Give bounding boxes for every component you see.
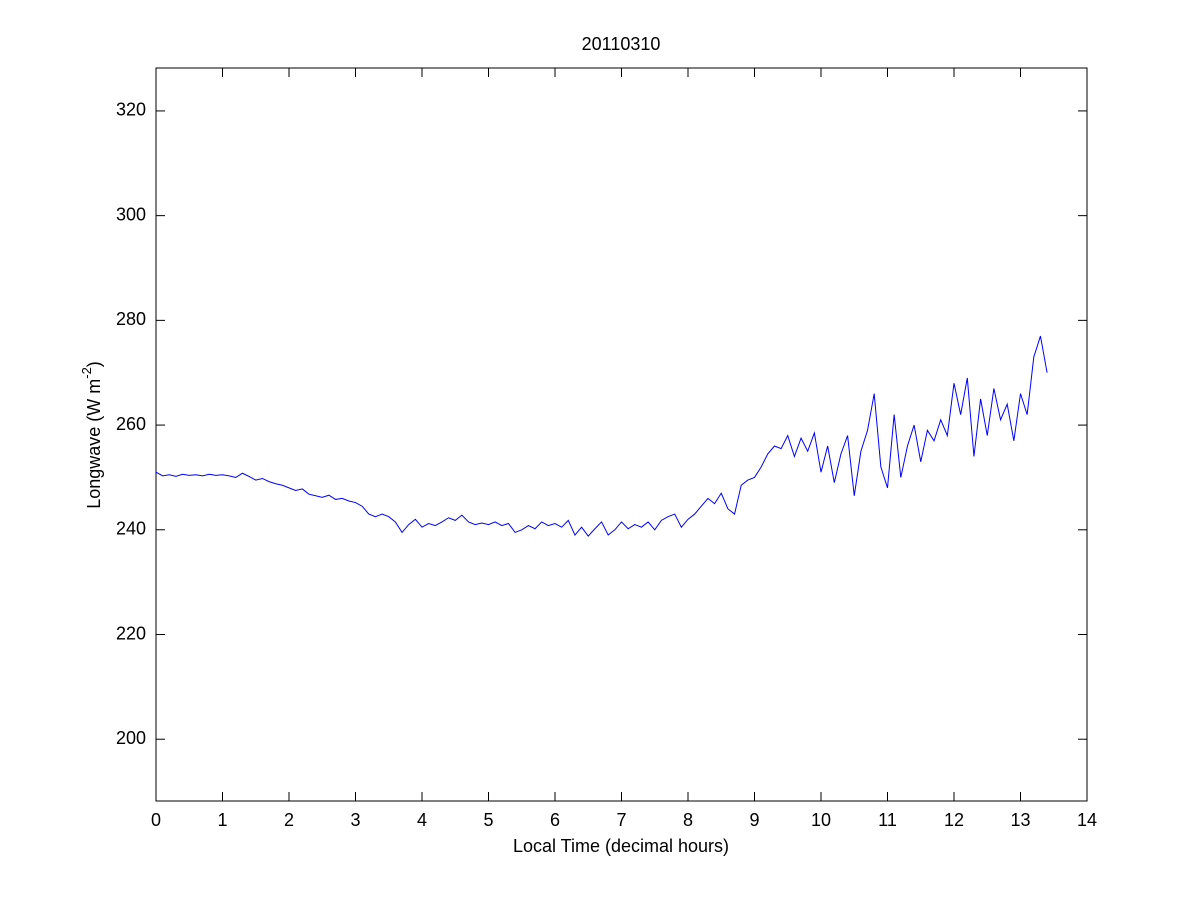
x-tick-label: 11 (878, 810, 897, 830)
x-tick-label: 4 (417, 810, 427, 830)
x-tick-label: 6 (550, 810, 560, 830)
y-tick-label: 280 (116, 309, 146, 329)
x-tick-label: 13 (1010, 810, 1030, 830)
y-axis-label: Longwave (W m-2) (79, 361, 103, 509)
x-tick-label: 8 (683, 810, 693, 830)
y-axis-label-text: Longwave (W m (84, 379, 104, 509)
data-line (155, 335, 1048, 537)
x-tick-label: 9 (749, 810, 759, 830)
x-axis-label: Local Time (decimal hours) (513, 836, 729, 856)
x-tick-label: 0 (151, 810, 161, 830)
x-tick-label: 3 (350, 810, 360, 830)
x-tick-label: 14 (1077, 810, 1097, 830)
y-axis-label-end: ) (84, 361, 104, 367)
x-tick-label: 2 (284, 810, 294, 830)
chart-title: 20110310 (582, 34, 661, 54)
y-tick-label: 200 (116, 728, 146, 748)
y-tick-label: 260 (116, 414, 146, 434)
y-tick-label: 240 (116, 519, 146, 539)
x-tick-label: 1 (217, 810, 227, 830)
x-tick-label: 7 (616, 810, 626, 830)
y-tick-label: 220 (116, 623, 146, 643)
y-tick-label: 300 (116, 204, 146, 224)
y-tick-label: 320 (116, 100, 146, 120)
y-axis-label-sup: -2 (79, 367, 94, 379)
x-tick-label: 10 (811, 810, 831, 830)
x-tick-label: 5 (483, 810, 493, 830)
x-tick-label: 12 (944, 810, 964, 830)
